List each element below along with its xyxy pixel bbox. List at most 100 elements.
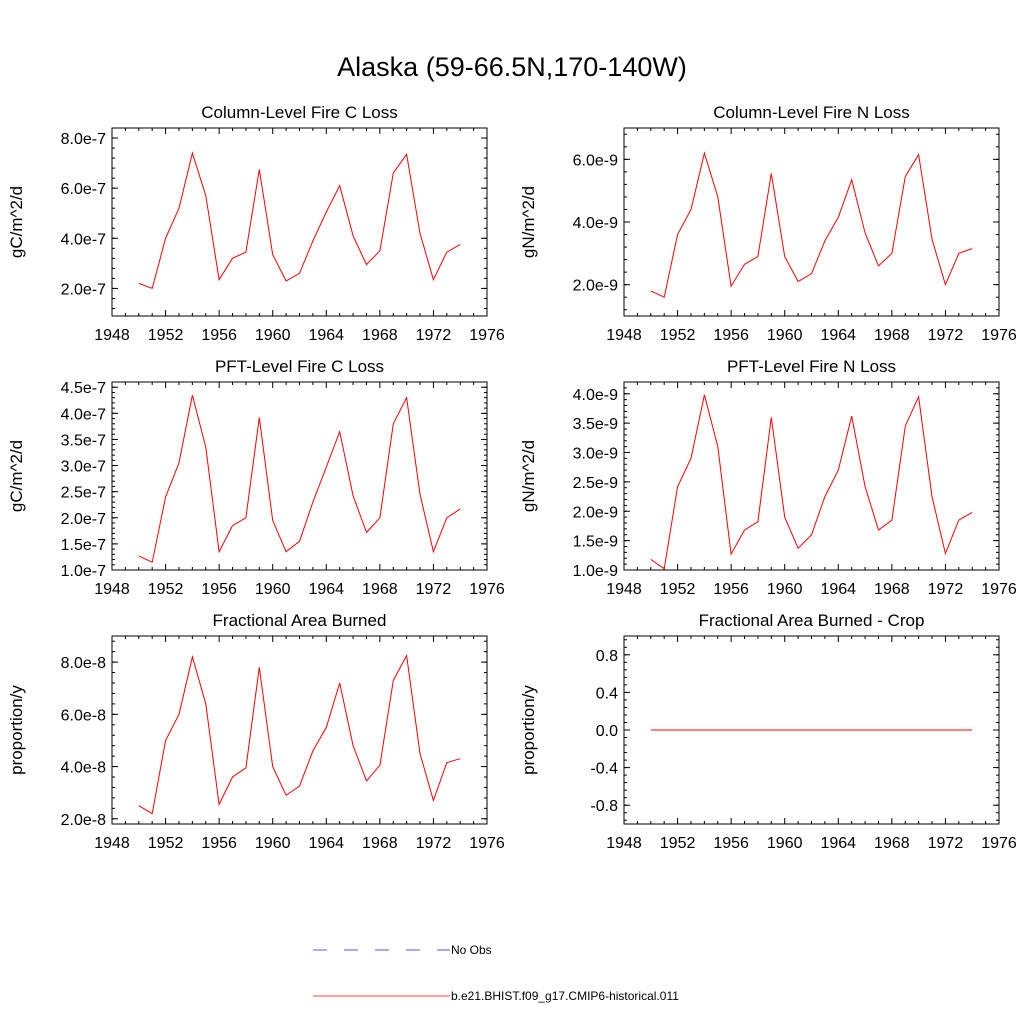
chart-panel-4: PFT-Level Fire N Loss gN/m^2/d 1948 1952 195… [519, 357, 1017, 598]
x-tick-label: 1960 [255, 327, 291, 344]
legend-label-no-obs: No Obs [451, 943, 492, 957]
y-tick-label: 2.0e-8 [61, 812, 106, 829]
panel-title: PFT-Level Fire N Loss [727, 357, 896, 376]
y-tick-label: 1.5e-9 [573, 534, 618, 551]
y-tick-label: 1.5e-7 [61, 537, 106, 554]
y-tick-label: -0.8 [590, 798, 618, 815]
plot-frame [623, 127, 1000, 317]
y-tick-label: 2.0e-9 [573, 278, 618, 295]
y-tick-label: 0.8 [596, 648, 618, 665]
panel-title: Fractional Area Burned - Crop [699, 611, 925, 630]
x-tick-label: 1956 [201, 581, 237, 598]
x-tick-label: 1948 [606, 327, 642, 344]
y-tick-label: 2.5e-9 [573, 475, 618, 492]
y-axis-label: gC/m^2/d [7, 186, 26, 258]
x-tick-label: 1956 [201, 327, 237, 344]
x-tick-label: 1972 [928, 581, 964, 598]
y-axis-label: gN/m^2/d [519, 186, 538, 258]
x-tick-label: 1968 [874, 327, 910, 344]
x-tick-label: 1972 [416, 327, 452, 344]
x-tick-label: 1976 [469, 835, 505, 852]
y-tick-label: 4.0e-7 [61, 231, 106, 248]
panel-title: Column-Level Fire N Loss [713, 103, 910, 122]
y-axis-label: gC/m^2/d [7, 440, 26, 512]
x-tick-label: 1976 [469, 581, 505, 598]
plot-frame [111, 635, 488, 825]
x-tick-label: 1976 [981, 581, 1017, 598]
y-tick-label: 4.0e-8 [61, 760, 106, 777]
x-tick-label: 1960 [767, 581, 803, 598]
x-tick-label: 1972 [928, 835, 964, 852]
x-tick-label: 1952 [660, 835, 696, 852]
x-tick-label: 1964 [308, 835, 344, 852]
y-tick-label: -0.4 [590, 761, 618, 778]
y-tick-label: 1.0e-7 [61, 563, 106, 580]
plot-frame [111, 127, 488, 317]
x-tick-label: 1972 [416, 581, 452, 598]
y-tick-label: 2.0e-7 [61, 281, 106, 298]
y-tick-label: 3.5e-9 [573, 416, 618, 433]
y-tick-label: 3.0e-9 [573, 446, 618, 463]
x-tick-label: 1964 [308, 581, 344, 598]
y-tick-label: 6.0e-9 [573, 152, 618, 169]
y-tick-label: 3.0e-7 [61, 459, 106, 476]
chart-panel-2: Column-Level Fire N Loss gN/m^2/d 1948 1952… [519, 103, 1017, 344]
y-tick-label: 4.0e-9 [573, 215, 618, 232]
chart-panel-5: Fractional Area Burned proportion/y 1948 19… [7, 611, 505, 852]
panel-title: Column-Level Fire C Loss [201, 103, 398, 122]
y-tick-label: 0.0 [596, 723, 618, 740]
x-tick-label: 1976 [981, 835, 1017, 852]
series-line [650, 394, 973, 570]
x-tick-label: 1956 [201, 835, 237, 852]
x-tick-label: 1956 [713, 581, 749, 598]
legend: No Obs b.e21.BHIST.f09_g17.CMIP6-histori… [313, 943, 679, 1003]
x-tick-label: 1968 [362, 835, 398, 852]
y-tick-label: 6.0e-8 [61, 707, 106, 724]
y-axis-label: gN/m^2/d [519, 440, 538, 512]
y-tick-label: 1.0e-9 [573, 563, 618, 580]
x-tick-label: 1964 [308, 327, 344, 344]
y-axis-label: proportion/y [7, 685, 26, 775]
x-tick-label: 1952 [148, 581, 184, 598]
x-tick-label: 1964 [820, 835, 856, 852]
x-tick-label: 1960 [255, 835, 291, 852]
y-tick-label: 4.5e-7 [61, 380, 106, 397]
series-line [138, 151, 461, 290]
y-tick-label: 4.0e-7 [61, 406, 106, 423]
x-tick-label: 1952 [660, 581, 696, 598]
x-tick-label: 1948 [94, 835, 130, 852]
x-tick-label: 1976 [981, 327, 1017, 344]
y-tick-label: 3.5e-7 [61, 432, 106, 449]
x-tick-label: 1968 [362, 581, 398, 598]
x-tick-label: 1968 [874, 581, 910, 598]
x-tick-label: 1976 [469, 327, 505, 344]
x-tick-label: 1964 [820, 581, 856, 598]
y-tick-label: 8.0e-8 [61, 655, 106, 672]
x-tick-label: 1948 [606, 835, 642, 852]
x-tick-label: 1948 [94, 327, 130, 344]
figure-title: Alaska (59-66.5N,170-140W) [337, 52, 687, 82]
series-line [650, 151, 973, 298]
x-tick-label: 1956 [713, 327, 749, 344]
x-tick-label: 1952 [148, 327, 184, 344]
panel-title: PFT-Level Fire C Loss [215, 357, 384, 376]
x-tick-label: 1948 [606, 581, 642, 598]
x-tick-label: 1960 [255, 581, 291, 598]
chart-panel-3: PFT-Level Fire C Loss gC/m^2/d 1948 1952 195… [7, 357, 505, 598]
x-tick-label: 1960 [767, 327, 803, 344]
legend-label-model-run: b.e21.BHIST.f09_g17.CMIP6-historical.011 [451, 989, 679, 1003]
y-tick-label: 4.0e-9 [573, 387, 618, 404]
y-tick-label: 0.4 [596, 685, 618, 702]
x-tick-label: 1952 [660, 327, 696, 344]
x-tick-label: 1952 [148, 835, 184, 852]
y-tick-label: 2.5e-7 [61, 485, 106, 502]
y-tick-label: 6.0e-7 [61, 181, 106, 198]
y-tick-label: 2.0e-7 [61, 511, 106, 528]
y-tick-label: 2.0e-9 [573, 504, 618, 521]
series-line [138, 394, 461, 563]
panel-title: Fractional Area Burned [213, 611, 387, 630]
x-tick-label: 1948 [94, 581, 130, 598]
chart-panel-6: Fractional Area Burned - Crop proportion/… [519, 611, 1017, 852]
y-axis-label: proportion/y [519, 685, 538, 775]
